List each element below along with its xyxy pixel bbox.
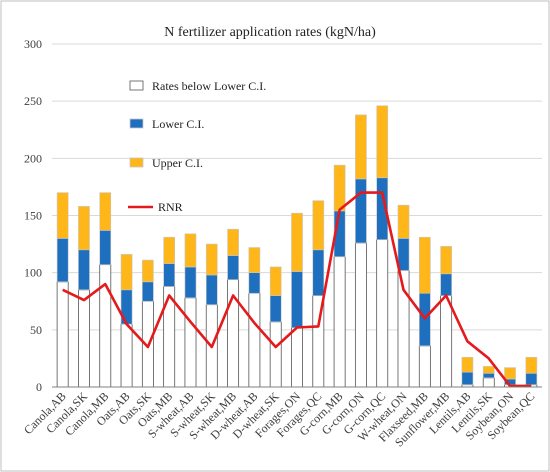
line-layer xyxy=(62,191,532,388)
bar-segment-below-lower-ci xyxy=(269,321,282,388)
bar-segment-below-lower-ci xyxy=(333,256,346,388)
bar-segment-lower-ci xyxy=(440,273,452,296)
legend-swatch xyxy=(129,118,144,129)
bar-segment-upper-ci xyxy=(312,200,325,251)
bar-segment-lower-ci xyxy=(269,295,282,323)
y-tick-label: 100 xyxy=(24,266,42,280)
bar-segment-below-lower-ci xyxy=(184,297,197,388)
bar-segment-lower-ci xyxy=(248,272,261,294)
bar-segment-below-lower-ci xyxy=(78,289,90,388)
bars-layer xyxy=(56,105,538,388)
bar-segment-lower-ci xyxy=(525,372,538,386)
bar-segment-lower-ci xyxy=(99,230,112,265)
bar-segment-lower-ci xyxy=(482,372,495,379)
bar-segment-lower-ci xyxy=(184,266,197,299)
bar-segment-below-lower-ci xyxy=(56,281,69,388)
bar-segment-upper-ci xyxy=(418,236,431,294)
axis-layer: 050100150200250300Canola,ABCanola,SKCano… xyxy=(21,37,542,449)
bar-segment-upper-ci xyxy=(461,356,474,373)
bar-segment-upper-ci xyxy=(269,266,282,296)
y-tick-label: 0 xyxy=(36,380,42,394)
bar-segment-upper-ci xyxy=(440,246,452,275)
bar-segment-below-lower-ci xyxy=(120,323,133,388)
bar-segment-upper-ci xyxy=(376,105,389,179)
y-tick-label: 50 xyxy=(30,323,42,337)
y-tick-label: 250 xyxy=(24,94,42,108)
y-tick-label: 300 xyxy=(24,37,42,51)
bar-segment-upper-ci xyxy=(248,247,261,273)
bar-segment-below-lower-ci xyxy=(376,239,389,388)
legend-swatch xyxy=(129,157,144,168)
bar-segment-lower-ci xyxy=(312,249,325,296)
legend-label: Lower C.I. xyxy=(152,117,204,131)
bar-segment-upper-ci xyxy=(78,206,90,251)
bar-segment-upper-ci xyxy=(333,164,346,212)
bar-segment-below-lower-ci xyxy=(248,292,261,388)
legend-swatch xyxy=(129,80,144,91)
bar-segment-lower-ci xyxy=(163,263,176,287)
bar-segment-lower-ci xyxy=(397,238,410,271)
bar-segment-lower-ci xyxy=(205,274,218,305)
bar-segment-upper-ci xyxy=(227,228,239,256)
bar-segment-upper-ci xyxy=(355,114,367,180)
bar-segment-upper-ci xyxy=(482,366,495,374)
y-tick-label: 150 xyxy=(24,209,42,223)
bar-segment-below-lower-ci xyxy=(482,377,495,388)
bar-segment-lower-ci xyxy=(142,281,154,302)
bar-segment-below-lower-ci xyxy=(418,345,431,388)
bar-segment-lower-ci xyxy=(291,271,303,328)
bar-segment-below-lower-ci xyxy=(291,327,303,388)
legend: Rates below Lower C.I. Lower C.I. Upper C.… xyxy=(128,79,266,214)
bar-segment-lower-ci xyxy=(227,255,239,280)
legend-label: Rates below Lower C.I. xyxy=(152,79,266,93)
bar-segment-lower-ci xyxy=(56,238,69,283)
legend-label: Upper C.I. xyxy=(152,156,203,170)
bar-segment-upper-ci xyxy=(163,236,176,264)
bar-segment-below-lower-ci xyxy=(440,295,453,388)
y-tick-label: 200 xyxy=(24,151,42,165)
bar-segment-upper-ci xyxy=(56,192,69,239)
bar-segment-upper-ci xyxy=(120,254,133,291)
bar-segment-upper-ci xyxy=(397,204,410,239)
bar-segment-upper-ci xyxy=(504,367,516,380)
bar-segment-upper-ci xyxy=(142,259,154,283)
bar-segment-upper-ci xyxy=(184,233,197,268)
bar-segment-lower-ci xyxy=(461,371,474,386)
bar-segment-upper-ci xyxy=(99,192,112,231)
bar-segment-upper-ci xyxy=(205,243,218,276)
bar-segment-upper-ci xyxy=(525,356,538,374)
bar-segment-upper-ci xyxy=(291,212,303,272)
bar-segment-below-lower-ci xyxy=(354,242,367,388)
bar-segment-lower-ci xyxy=(78,249,90,291)
chart-title: N fertilizer application rates (kgN/ha) xyxy=(164,25,376,40)
legend-label: RNR xyxy=(158,200,183,214)
bar-segment-lower-ci xyxy=(355,178,367,244)
